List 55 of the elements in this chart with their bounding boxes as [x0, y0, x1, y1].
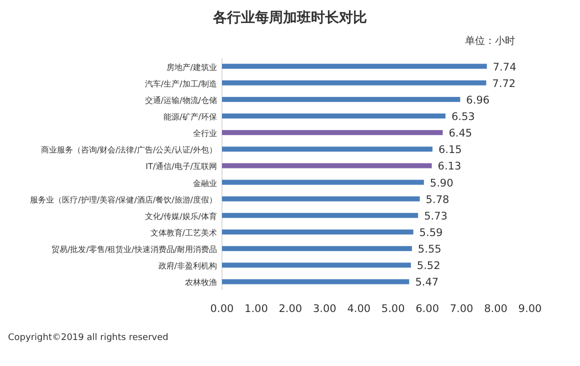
bar [222, 262, 411, 268]
bar [222, 279, 410, 284]
text: Copyright©2019 all rights reserved [8, 333, 168, 343]
y-tick-label: 贸易/批发/零售/租赁业/快速消费品/耐用消费品 [52, 245, 217, 254]
x-tick-label: 6.00 [416, 303, 440, 315]
data-label: 5.59 [419, 227, 443, 239]
data-label: 6.15 [438, 144, 462, 156]
y-tick-label: 文体教育/工艺美术 [150, 228, 217, 238]
data-label: 5.78 [426, 194, 450, 206]
x-tick-label: 9.00 [518, 303, 542, 315]
y-tick-label: 服务业（医疗/护理/美容/保健/酒店/餐饮/旅游/度假） [30, 195, 217, 204]
x-tick-label: 3.00 [312, 303, 336, 315]
y-tick-label: 商业服务（咨询/财会/法律/广告/公关/认证/外包） [40, 146, 217, 155]
y-tick-label: 能源/矿产/环保 [164, 112, 217, 122]
data-label: 7.72 [492, 78, 516, 90]
y-tick-label: 交通/运输/物流/仓储 [144, 96, 217, 105]
data-label: 5.47 [415, 276, 439, 289]
data-label: 5.90 [430, 177, 454, 190]
y-tick-label: 金融业 [193, 178, 217, 188]
bar [222, 180, 424, 185]
data-label: 6.45 [448, 128, 472, 140]
x-tick-label: 2.00 [278, 303, 302, 315]
data-label: 5.52 [416, 260, 440, 272]
x-tick-label: 4.00 [347, 303, 371, 315]
bar [222, 96, 460, 102]
bar [222, 114, 446, 118]
bar [222, 163, 432, 168]
bar [222, 212, 418, 218]
data-label: 5.55 [418, 244, 442, 256]
y-tick-label: 农林牧渔 [185, 278, 217, 288]
data-label: 7.74 [492, 61, 517, 74]
y-tick-label: 汽车/生产/加工/制造 [144, 79, 217, 88]
y-tick-label: 文化/传媒/娱乐/体育 [144, 212, 217, 221]
chart-title: 各行业每周加班时长对比 [212, 10, 367, 26]
data-label: 6.13 [438, 160, 462, 173]
bar [222, 146, 432, 152]
data-label: 5.73 [424, 210, 448, 222]
bar [222, 230, 414, 234]
bar [222, 196, 420, 202]
y-tick-label: 全行业 [193, 129, 217, 138]
bar [222, 130, 443, 136]
bar [222, 64, 487, 69]
x-tick-label: 7.00 [450, 303, 474, 315]
y-tick-label: 政府/非盈利机构 [158, 262, 217, 271]
y-tick-label: 房地产/建筑业 [166, 62, 217, 72]
y-tick-label: IT/通信/电子/互联网 [146, 162, 217, 172]
x-tick-label: 8.00 [484, 303, 508, 315]
data-label: 6.53 [451, 111, 475, 123]
x-tick-label: 0.00 [210, 303, 234, 315]
data-label: 6.96 [466, 94, 490, 106]
text: 单位：小时 [465, 35, 515, 47]
x-tick-label: 1.00 [244, 303, 268, 315]
bar [222, 80, 486, 86]
x-tick-label: 5.00 [381, 303, 405, 315]
bar [222, 246, 412, 252]
